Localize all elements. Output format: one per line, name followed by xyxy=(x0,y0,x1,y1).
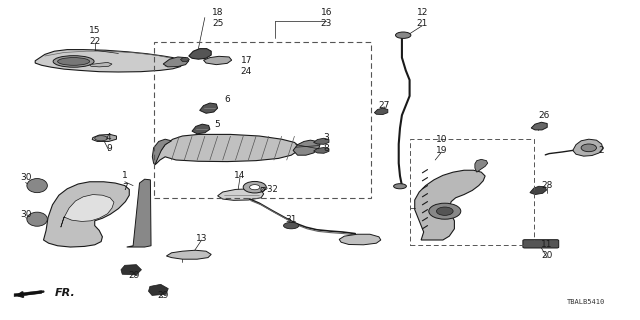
Polygon shape xyxy=(163,57,189,67)
Polygon shape xyxy=(293,140,320,155)
Text: TBALB5410: TBALB5410 xyxy=(566,300,605,305)
Text: 8: 8 xyxy=(324,144,329,153)
Ellipse shape xyxy=(284,222,299,229)
Text: 14: 14 xyxy=(234,172,246,180)
Text: 30: 30 xyxy=(20,173,31,182)
Text: 29: 29 xyxy=(129,271,140,280)
Text: 29: 29 xyxy=(157,292,169,300)
Text: 22: 22 xyxy=(89,37,100,46)
Text: 30: 30 xyxy=(20,210,31,219)
Polygon shape xyxy=(204,56,232,65)
Ellipse shape xyxy=(429,203,461,219)
Polygon shape xyxy=(218,189,264,200)
Ellipse shape xyxy=(396,32,411,38)
Text: 23: 23 xyxy=(321,20,332,28)
Ellipse shape xyxy=(394,184,406,189)
Polygon shape xyxy=(314,138,329,144)
Polygon shape xyxy=(148,284,168,295)
Text: 31: 31 xyxy=(285,215,297,224)
Text: 5: 5 xyxy=(215,120,220,129)
Text: 4: 4 xyxy=(106,133,111,142)
Text: 19: 19 xyxy=(436,146,447,155)
Polygon shape xyxy=(14,291,42,297)
Polygon shape xyxy=(339,234,381,245)
Polygon shape xyxy=(314,148,329,153)
Text: 16: 16 xyxy=(321,8,332,17)
Ellipse shape xyxy=(95,136,108,141)
Polygon shape xyxy=(90,62,112,67)
Polygon shape xyxy=(573,139,603,156)
Text: 7: 7 xyxy=(122,183,127,192)
Polygon shape xyxy=(189,49,211,59)
Text: 21: 21 xyxy=(417,20,428,28)
Text: 27: 27 xyxy=(378,101,390,110)
Ellipse shape xyxy=(27,179,47,193)
Text: ø-32: ø-32 xyxy=(259,184,278,193)
Ellipse shape xyxy=(250,185,260,190)
Text: 25: 25 xyxy=(212,20,223,28)
Polygon shape xyxy=(152,139,172,165)
Ellipse shape xyxy=(58,58,90,65)
Polygon shape xyxy=(415,170,485,240)
Text: FR.: FR. xyxy=(54,288,75,298)
Text: 24: 24 xyxy=(241,68,252,76)
Polygon shape xyxy=(121,265,141,275)
Text: 2: 2 xyxy=(599,146,604,155)
Text: 18: 18 xyxy=(212,8,223,17)
Polygon shape xyxy=(35,50,182,72)
Polygon shape xyxy=(166,250,211,259)
Ellipse shape xyxy=(581,144,596,152)
Polygon shape xyxy=(530,186,547,195)
Text: 20: 20 xyxy=(541,252,553,260)
Text: 9: 9 xyxy=(106,144,111,153)
Text: 17: 17 xyxy=(241,56,252,65)
Text: 6: 6 xyxy=(225,95,230,104)
Text: 28: 28 xyxy=(541,181,553,190)
Polygon shape xyxy=(127,179,151,247)
Text: 1: 1 xyxy=(122,172,127,180)
Polygon shape xyxy=(92,134,116,141)
Ellipse shape xyxy=(27,212,47,226)
Ellipse shape xyxy=(53,56,94,67)
Bar xyxy=(410,139,534,245)
Polygon shape xyxy=(200,103,218,113)
Polygon shape xyxy=(44,182,129,247)
FancyBboxPatch shape xyxy=(523,240,559,248)
Polygon shape xyxy=(374,108,388,115)
Polygon shape xyxy=(61,195,114,227)
Polygon shape xyxy=(192,124,210,134)
Text: 3: 3 xyxy=(324,133,329,142)
Text: 13: 13 xyxy=(196,234,207,243)
Polygon shape xyxy=(531,122,547,130)
Text: 10: 10 xyxy=(436,135,447,144)
Polygon shape xyxy=(155,134,300,165)
Bar xyxy=(154,42,371,198)
Text: 11: 11 xyxy=(541,240,553,249)
Ellipse shape xyxy=(436,207,453,215)
Text: 26: 26 xyxy=(538,111,550,120)
Text: 15: 15 xyxy=(89,26,100,35)
Ellipse shape xyxy=(243,181,266,193)
Polygon shape xyxy=(475,159,488,172)
Polygon shape xyxy=(180,58,189,61)
Text: 12: 12 xyxy=(417,8,428,17)
